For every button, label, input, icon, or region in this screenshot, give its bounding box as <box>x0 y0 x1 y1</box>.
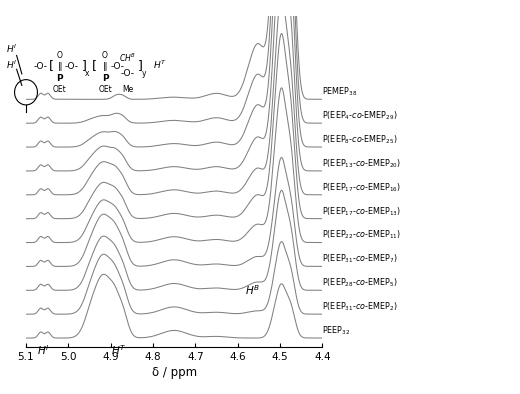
Text: $H^I$: $H^I$ <box>6 59 17 71</box>
Text: -O-: -O- <box>65 62 79 71</box>
Text: OEt: OEt <box>53 85 66 94</box>
Text: O: O <box>102 51 108 60</box>
Text: x: x <box>85 69 89 78</box>
X-axis label: δ / ppm: δ / ppm <box>152 366 197 379</box>
Text: P(EEP$_{31}$-$co$-EMEP$_{2}$): P(EEP$_{31}$-$co$-EMEP$_{2}$) <box>322 301 398 313</box>
Text: P(EEP$_{28}$-$co$-EMEP$_{5}$): P(EEP$_{28}$-$co$-EMEP$_{5}$) <box>322 277 398 289</box>
Text: $H^B$: $H^B$ <box>245 283 260 297</box>
Text: [: [ <box>92 59 97 72</box>
Text: $H^T$: $H^T$ <box>111 344 127 357</box>
Text: PEMEP$_{38}$: PEMEP$_{38}$ <box>322 86 358 98</box>
Text: P(EEP$_{13}$-$co$-EMEP$_{20}$): P(EEP$_{13}$-$co$-EMEP$_{20}$) <box>322 157 401 170</box>
Text: ]: ] <box>82 59 87 72</box>
Text: [: [ <box>48 59 54 72</box>
Text: y: y <box>141 69 146 78</box>
Text: $H^T$: $H^T$ <box>153 59 166 71</box>
Text: Me: Me <box>122 85 134 94</box>
Text: PEEP$_{32}$: PEEP$_{32}$ <box>322 324 351 337</box>
Text: $H^I$: $H^I$ <box>6 43 17 55</box>
Text: P(EEP$_{31}$-$co$-EMEP$_{7}$): P(EEP$_{31}$-$co$-EMEP$_{7}$) <box>322 253 398 265</box>
Text: $\|$: $\|$ <box>57 60 62 73</box>
Text: -O-: -O- <box>121 69 135 78</box>
Text: P(EEP$_{4}$-$co$-EMEP$_{29}$): P(EEP$_{4}$-$co$-EMEP$_{29}$) <box>322 110 398 122</box>
Text: OEt: OEt <box>98 85 112 94</box>
Text: -O-: -O- <box>111 62 124 71</box>
Text: P: P <box>102 74 108 83</box>
Text: $CH^B$: $CH^B$ <box>120 52 136 64</box>
Text: O: O <box>56 51 62 60</box>
Text: $H^I$: $H^I$ <box>37 344 49 357</box>
Text: P(EEP$_{8}$-$co$-EMEP$_{25}$): P(EEP$_{8}$-$co$-EMEP$_{25}$) <box>322 134 398 146</box>
Text: P(EEP$_{22}$-$co$-EMEP$_{11}$): P(EEP$_{22}$-$co$-EMEP$_{11}$) <box>322 229 401 242</box>
Text: P(EEP$_{17}$-$co$-EMEP$_{16}$): P(EEP$_{17}$-$co$-EMEP$_{16}$) <box>322 181 401 194</box>
Text: -O-: -O- <box>34 62 47 71</box>
Text: ]: ] <box>138 59 143 72</box>
Text: $\|$: $\|$ <box>102 60 108 73</box>
Text: P(EEP$_{17}$-$co$-EMEP$_{13}$): P(EEP$_{17}$-$co$-EMEP$_{13}$) <box>322 205 401 217</box>
Text: P: P <box>56 74 62 83</box>
